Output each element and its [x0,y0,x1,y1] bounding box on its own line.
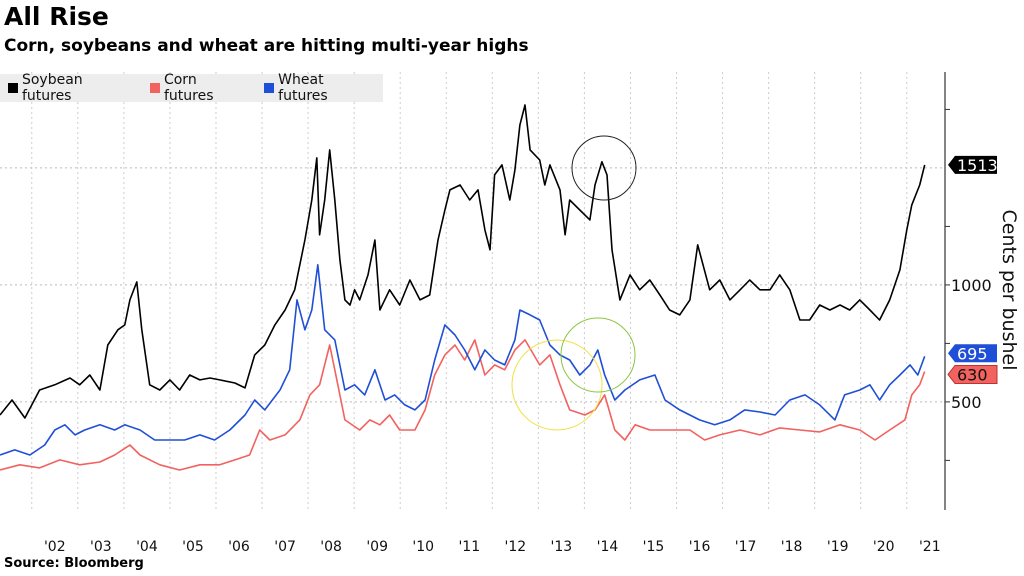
source-note: Source: Bloomberg [4,556,144,571]
x-tick-label: '19 [827,539,849,555]
x-tick-label: '13 [551,539,573,555]
legend-swatch [8,83,18,93]
x-tick-label: '17 [735,539,757,555]
x-tick-label: '10 [412,539,434,555]
x-tick-label: '12 [504,539,526,555]
x-axis: '02 '03 '04 '05 '06 '07 '08 '09 '10 '11 '12 '13 '14 '… [44,539,941,555]
legend-item-corn: Corn futures [150,72,250,104]
x-tick-label: '14 [597,539,619,555]
y-tick-label: 500 [951,393,982,412]
legend-swatch [150,83,160,93]
legend: Soybean futures Corn futures Wheat futur… [0,72,383,104]
series-line-corn [0,339,926,471]
legend-label: Wheat futures [278,72,328,104]
x-tick-label: '02 [44,539,66,555]
y-axis-label: Cents per bushel [998,210,1020,371]
legend-label: Soybean futures [21,72,83,104]
x-tick-label: '07 [274,539,296,555]
value-tag-label: 695 [957,344,988,363]
value-tags: 1513 695 630 [947,155,998,384]
value-tag-shape [947,364,998,384]
annotation-circle-corn [511,339,603,431]
gridlines [0,72,945,510]
legend-label: Corn futures [163,72,214,104]
annotation-circle-soybean [571,135,637,201]
x-tick-label: '06 [228,539,250,555]
value-tag-corn: 630 [947,364,998,384]
value-tag-label: 1513 [957,156,998,175]
x-tick-label: '21 [919,539,941,555]
x-tick-label: '08 [320,539,342,555]
value-tag-shape [948,155,997,174]
x-tick-label: '20 [873,539,895,555]
value-tag-wheat: 695 [948,344,997,363]
x-tick-label: '03 [90,539,112,555]
x-tick-label: '11 [458,539,480,555]
series-line-wheat [0,264,926,456]
x-tick-label: '15 [643,539,665,555]
x-tick-label: '16 [689,539,711,555]
y-axis: 500 1000 [944,72,992,510]
legend-item-wheat: Wheat futures [264,72,377,104]
annotation-circle-wheat [560,317,636,393]
chart-subtitle: Corn, soybeans and wheat are hitting mul… [4,36,529,56]
legend-item-soybean: Soybean futures [8,72,136,104]
x-tick-label: '18 [781,539,803,555]
x-tick-label: '04 [136,539,158,555]
value-tag-soybean: 1513 [948,155,998,175]
y-tick-label: 1000 [951,276,992,295]
x-tick-label: '09 [366,539,388,555]
series-line-soybean [0,104,926,419]
value-tag-label: 630 [957,365,988,384]
legend-swatch [264,83,275,93]
series-lines [0,104,926,471]
annotation-circles [511,135,637,431]
chart-title: All Rise [4,2,109,31]
x-tick-label: '05 [182,539,204,555]
value-tag-shape [948,344,997,363]
